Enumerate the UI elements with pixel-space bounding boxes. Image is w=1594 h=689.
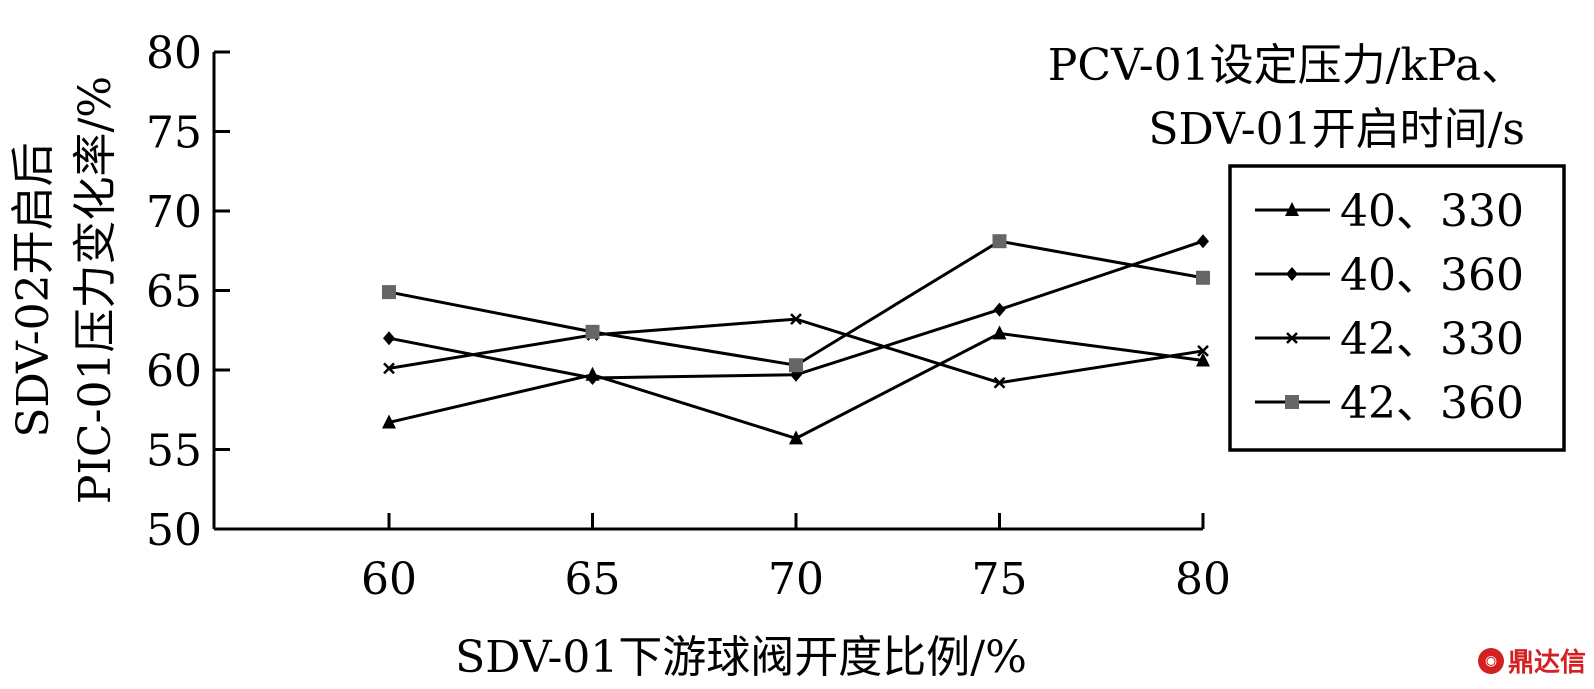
x-tick-label: 70 [768, 554, 824, 605]
data-point [383, 362, 395, 375]
legend-title-line-2: SDV-01开启时间/s [1148, 104, 1525, 155]
data-point [789, 358, 804, 373]
y-tick-label: 60 [146, 346, 202, 397]
logo-icon: ◉ [1477, 647, 1504, 674]
x-tick-label: 75 [972, 554, 1028, 605]
legend-marker [1285, 395, 1299, 409]
legend-label: 42、360 [1340, 378, 1524, 429]
y-tick-label: 65 [146, 267, 202, 318]
legend-title: PCV-01设定压力/kPa、 SDV-01开启时间/s [1048, 40, 1525, 155]
data-point-stroke [1197, 345, 1209, 357]
data-point [992, 325, 1007, 340]
legend-marker-stroke [1286, 332, 1298, 344]
y-tick-label: 70 [146, 187, 202, 238]
legend-label: 40、360 [1340, 250, 1524, 301]
series-line-4 [388, 239, 1204, 367]
watermark: ◉ 鼎达信 [1477, 642, 1586, 679]
data-point [382, 285, 397, 300]
data-point [1196, 270, 1210, 285]
y-tick-label: 55 [146, 426, 202, 477]
y-axis-title-line-1: SDV-02开启后 [8, 142, 59, 437]
data-point [586, 370, 599, 385]
x-tick-label: 60 [361, 554, 417, 605]
legend-marker [1286, 267, 1298, 281]
y-tick-label: 80 [146, 28, 202, 79]
series-4 [382, 234, 1210, 373]
series-3 [383, 313, 1209, 389]
legend-label: 40、330 [1340, 186, 1524, 237]
legend-item-3: 42、330 [1255, 314, 1524, 365]
data-point [993, 302, 1006, 317]
data-point-stroke [790, 313, 802, 326]
legend-title-line-1: PCV-01设定压力/kPa、 [1048, 40, 1525, 91]
data-point [382, 414, 397, 429]
legend-item-4: 42、360 [1255, 378, 1524, 429]
data-point [383, 331, 396, 346]
y-axis-title: SDV-02开启后 PIC-01压力变化率/% [8, 76, 121, 504]
data-point [790, 313, 802, 326]
series-layer [382, 234, 1210, 445]
data-point [585, 324, 600, 339]
watermark-text: 鼎达信 [1507, 648, 1586, 678]
y-tick-label: 75 [146, 108, 202, 159]
axes [212, 50, 1205, 531]
legend-label: 42、330 [1340, 314, 1524, 365]
data-point-stroke [993, 376, 1006, 389]
legend-marker [1286, 332, 1298, 344]
data-point [1197, 345, 1209, 357]
x-tick-label: 80 [1175, 554, 1231, 605]
data-point [992, 234, 1007, 249]
series-line-2 [388, 239, 1204, 380]
data-point [1197, 234, 1209, 249]
legend-item-2: 40、360 [1255, 250, 1524, 301]
tick-labels: 50 55 60 65 70 75 80 60 65 70 75 80 [146, 28, 1231, 605]
data-point [1196, 352, 1210, 367]
legend: 40、330 40、360 42、330 42、360 [1228, 164, 1566, 452]
x-axis-title: SDV-01下游球阀开度比例/% [455, 632, 1027, 683]
series-1 [382, 325, 1210, 445]
series-2 [383, 234, 1209, 385]
x-tick-label: 65 [565, 554, 621, 605]
legend-item-1: 40、330 [1255, 186, 1524, 237]
y-axis-title-line-2: PIC-01压力变化率/% [70, 76, 121, 504]
y-tick-label: 50 [146, 505, 202, 556]
data-point [993, 376, 1006, 389]
data-point [789, 430, 804, 445]
data-point-stroke [383, 362, 395, 375]
legend-marker [1285, 202, 1299, 216]
